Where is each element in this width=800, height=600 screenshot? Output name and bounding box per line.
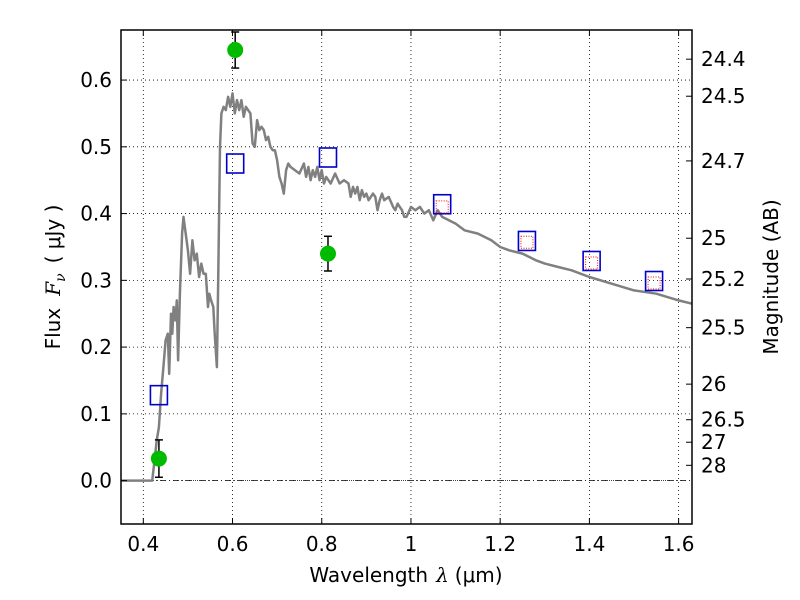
y2-tick-label: 24.5 bbox=[701, 84, 746, 108]
y-axis-label-subscript: ν bbox=[53, 273, 69, 282]
model-flux-square-marker bbox=[520, 235, 534, 249]
x-tick-label: 1 bbox=[405, 532, 418, 556]
y2-tick-label: 25 bbox=[701, 226, 726, 250]
photometry-square-marker bbox=[432, 193, 452, 215]
y2-tick-label: 25.5 bbox=[701, 316, 746, 340]
model-flux-square-marker bbox=[647, 276, 661, 290]
measurement-point bbox=[227, 42, 244, 59]
x-tick-label: 1.2 bbox=[484, 532, 516, 556]
y-tick-label: 0.5 bbox=[80, 135, 112, 159]
photometry-square-marker bbox=[644, 270, 664, 292]
y2-tick-label: 24.7 bbox=[701, 149, 746, 173]
model-flux-square-marker bbox=[435, 200, 449, 214]
x-axis-label-unit: (μm) bbox=[455, 563, 503, 587]
y-tick-label: 0.2 bbox=[80, 335, 112, 359]
y-tick-label: 0.3 bbox=[80, 268, 112, 292]
y-axis-label-symbol: F bbox=[41, 281, 65, 297]
ticks: 0.4 0.6 0.8 1 1.2 1.4 1.6 0.0 0.1 0.2 0.3 0.4 0.5 0.6… bbox=[80, 30, 746, 556]
x-tick-label: 0.6 bbox=[217, 532, 249, 556]
y2-tick-label: 26.5 bbox=[701, 408, 746, 432]
x-axis-label-text: Wavelength bbox=[309, 563, 428, 587]
x-tick-label: 1.4 bbox=[573, 532, 605, 556]
y2-tick-label: 28 bbox=[701, 453, 726, 477]
measurement-point bbox=[150, 450, 167, 467]
y2-tick-label: 27 bbox=[701, 430, 726, 454]
x-tick-label: 0.8 bbox=[306, 532, 338, 556]
x-axis-label: Wavelength λ (μm) bbox=[309, 563, 502, 587]
x-tick-label: 1.6 bbox=[663, 532, 695, 556]
photometry-square-marker bbox=[225, 153, 245, 174]
photometry-square-marker bbox=[318, 147, 338, 168]
photometry-square-marker bbox=[517, 230, 537, 252]
data-series bbox=[121, 31, 693, 482]
measurement-point bbox=[319, 245, 336, 262]
y-tick-label: 0.4 bbox=[80, 202, 112, 226]
grid bbox=[121, 30, 692, 524]
y-axis-label-unit: ( μJy ) bbox=[41, 205, 65, 264]
plot-frame bbox=[120, 29, 693, 525]
y2-tick-label: 24.4 bbox=[701, 47, 746, 71]
photometry-square-marker bbox=[149, 384, 169, 406]
y-tick-label: 0.0 bbox=[80, 469, 112, 493]
x-axis-label-symbol: λ bbox=[435, 563, 449, 587]
photometry-square-marker bbox=[582, 250, 601, 272]
y2-tick-label: 25.2 bbox=[701, 267, 746, 291]
y2-tick-label: 26 bbox=[701, 372, 726, 396]
model-flux-square-marker bbox=[585, 256, 599, 270]
y-axis-label-text: Flux bbox=[41, 308, 65, 350]
model-spectrum-line bbox=[121, 92, 693, 482]
x-tick-label: 0.4 bbox=[127, 532, 159, 556]
y2-axis-label: Magnitude (AB) bbox=[759, 199, 783, 354]
y-axis-label: Flux Fν ( μJy ) bbox=[41, 205, 69, 350]
y-tick-label: 0.1 bbox=[80, 402, 112, 426]
y-tick-label: 0.6 bbox=[80, 68, 112, 92]
